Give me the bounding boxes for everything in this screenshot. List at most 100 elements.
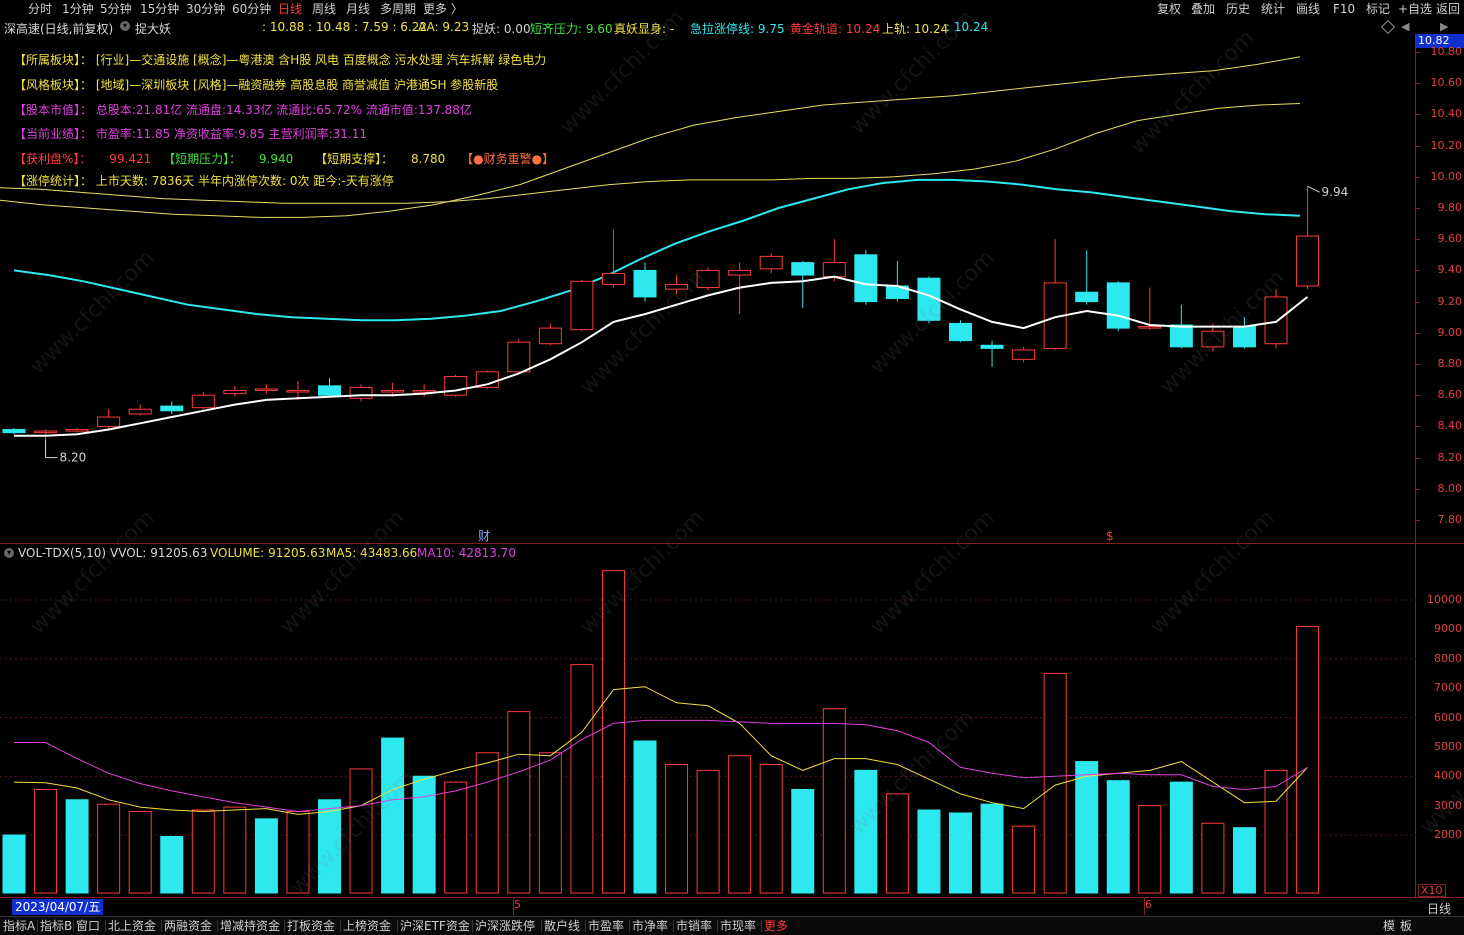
bottom-tab-separator	[37, 920, 38, 932]
candle-body	[1169, 324, 1193, 348]
candle-body	[507, 341, 531, 373]
vol-unit-label: X10	[1418, 884, 1446, 897]
candle	[286, 381, 310, 400]
candle	[97, 409, 121, 430]
bottom-tab-separator	[161, 920, 162, 932]
bottom-tab[interactable]: 增减持资金	[220, 919, 281, 933]
volume-bar	[759, 764, 783, 894]
period-tab-1min[interactable]: 1分钟	[62, 2, 94, 16]
zhenyao-value: 真妖显身: -	[614, 22, 675, 36]
volume-axis-label: 8000	[1434, 651, 1462, 665]
arrow-right-icon[interactable]: ▶	[1440, 20, 1449, 33]
upper-band-line	[0, 56, 1301, 218]
mark-button[interactable]: 标记	[1366, 2, 1391, 16]
candle-body	[633, 269, 657, 298]
bottom-tab[interactable]: 沪深ETF资金	[400, 919, 470, 933]
bottom-tab[interactable]: 上榜资金	[343, 919, 392, 933]
candle	[1043, 239, 1067, 350]
history-button[interactable]: 历史	[1226, 2, 1251, 16]
period-tab-5min[interactable]: 5分钟	[100, 2, 132, 16]
candle	[160, 401, 184, 414]
arrow-left-icon[interactable]: ◀	[1401, 20, 1410, 33]
indicator-dropdown-icon[interactable]: ▾	[120, 21, 130, 31]
price-chart[interactable]: 9.94 8.20 财 $	[0, 34, 1416, 543]
info-line-capital: 【股本市值】： 总股本:21.81亿 流通盘:14.33亿 流通比:65.72%…	[14, 101, 472, 118]
price-axis-tick	[1416, 176, 1420, 178]
diamond-icon[interactable]	[1380, 19, 1396, 35]
back-button[interactable]: 返回	[1436, 2, 1461, 16]
period-tab-30min[interactable]: 30分钟	[186, 2, 226, 16]
volume-bar	[633, 740, 657, 894]
pressure-label: 【短期压力】：	[163, 152, 242, 166]
period-tab-multi[interactable]: 多周期	[380, 2, 417, 16]
jila-value: 急拉涨停线: 9.75	[690, 22, 785, 36]
price-axis-tick	[1416, 83, 1420, 85]
price-axis-label: 9.00	[1437, 325, 1463, 339]
limit-text: 上市天数: 7836天 半年内涨停次数: 0次 距今:-天有涨停	[95, 174, 394, 188]
volume-chart[interactable]	[0, 560, 1416, 897]
period-tab-60min[interactable]: 60分钟	[232, 2, 272, 16]
volume-bar	[160, 835, 184, 894]
daily-label[interactable]: 日线	[1427, 902, 1452, 916]
bottom-tab[interactable]: 更多	[764, 919, 789, 933]
bottom-tab[interactable]: 打板资金	[287, 919, 336, 933]
candle-body	[1012, 349, 1036, 360]
mode-button[interactable]: 模	[1383, 919, 1396, 933]
bottom-tab[interactable]: 指标A	[3, 919, 36, 933]
candle	[633, 262, 657, 302]
draw-line-button[interactable]: 画线	[1296, 2, 1321, 16]
volume-bar	[444, 781, 468, 894]
bottom-tab[interactable]: 沪深涨跌停	[475, 919, 536, 933]
statistics-button[interactable]: 统计	[1261, 2, 1286, 16]
bottom-tab[interactable]: 市销率	[676, 919, 713, 933]
candle	[349, 384, 373, 402]
period-tab-monthly[interactable]: 月线	[346, 2, 371, 16]
volume-bar	[1296, 625, 1320, 894]
price-axis-tick	[1416, 488, 1420, 490]
bottom-tab[interactable]: 窗口	[76, 919, 101, 933]
bottom-tab[interactable]: 散户线	[544, 919, 581, 933]
period-tab-fenshi[interactable]: 分时	[28, 2, 53, 16]
volume-axis-label: 9000	[1434, 622, 1462, 636]
bottom-tab-separator	[105, 920, 106, 932]
volume-bar	[1106, 780, 1130, 894]
bottom-tab[interactable]: 指标B	[40, 919, 73, 933]
fuquan-button[interactable]: 复权	[1157, 2, 1182, 16]
add-watchlist-button[interactable]: +自选	[1398, 2, 1433, 16]
bottom-tab[interactable]: 市净率	[632, 919, 669, 933]
month-mark-6: 6	[1145, 898, 1152, 911]
high-price-label: 9.94	[1322, 185, 1349, 199]
vol-dropdown-icon[interactable]: ▾	[4, 548, 14, 558]
candle-body	[318, 385, 341, 396]
candle	[1138, 287, 1162, 330]
candle	[223, 385, 247, 397]
candle-body	[412, 390, 436, 393]
candle-body	[822, 262, 846, 278]
candle	[1232, 317, 1256, 349]
volume-bar	[1232, 827, 1256, 894]
period-tab-15min[interactable]: 15分钟	[140, 2, 180, 16]
volume-bar	[381, 737, 405, 894]
volume-bar	[412, 775, 436, 894]
period-tab-weekly[interactable]: 周线	[312, 2, 337, 16]
bottom-tab[interactable]: 市盈率	[588, 919, 625, 933]
candle-body	[728, 269, 752, 276]
candle	[444, 374, 468, 397]
price-axis-tick	[1416, 239, 1420, 241]
bottom-tab[interactable]: 北上资金	[108, 919, 157, 933]
candle	[1264, 289, 1288, 349]
candle-body	[1106, 282, 1130, 329]
period-tab-more[interactable]: 更多 〉	[423, 2, 463, 16]
candle-body	[97, 416, 121, 427]
f10-button[interactable]: F10	[1333, 2, 1356, 16]
board-button[interactable]: 板	[1400, 919, 1413, 933]
info-line-profit: 【获利盘%】： 99.421 【短期压力】： 9.940 【短期支撑】： 8.7…	[14, 150, 554, 167]
period-tab-daily[interactable]: 日线	[278, 2, 303, 16]
candle	[601, 229, 625, 288]
volume-bar	[1264, 769, 1288, 894]
overlay-button[interactable]: 叠加	[1191, 2, 1216, 16]
volume-bar	[286, 811, 310, 894]
candle-body	[160, 405, 184, 412]
bottom-tab[interactable]: 两融资金	[164, 919, 213, 933]
bottom-tab[interactable]: 市现率	[720, 919, 757, 933]
